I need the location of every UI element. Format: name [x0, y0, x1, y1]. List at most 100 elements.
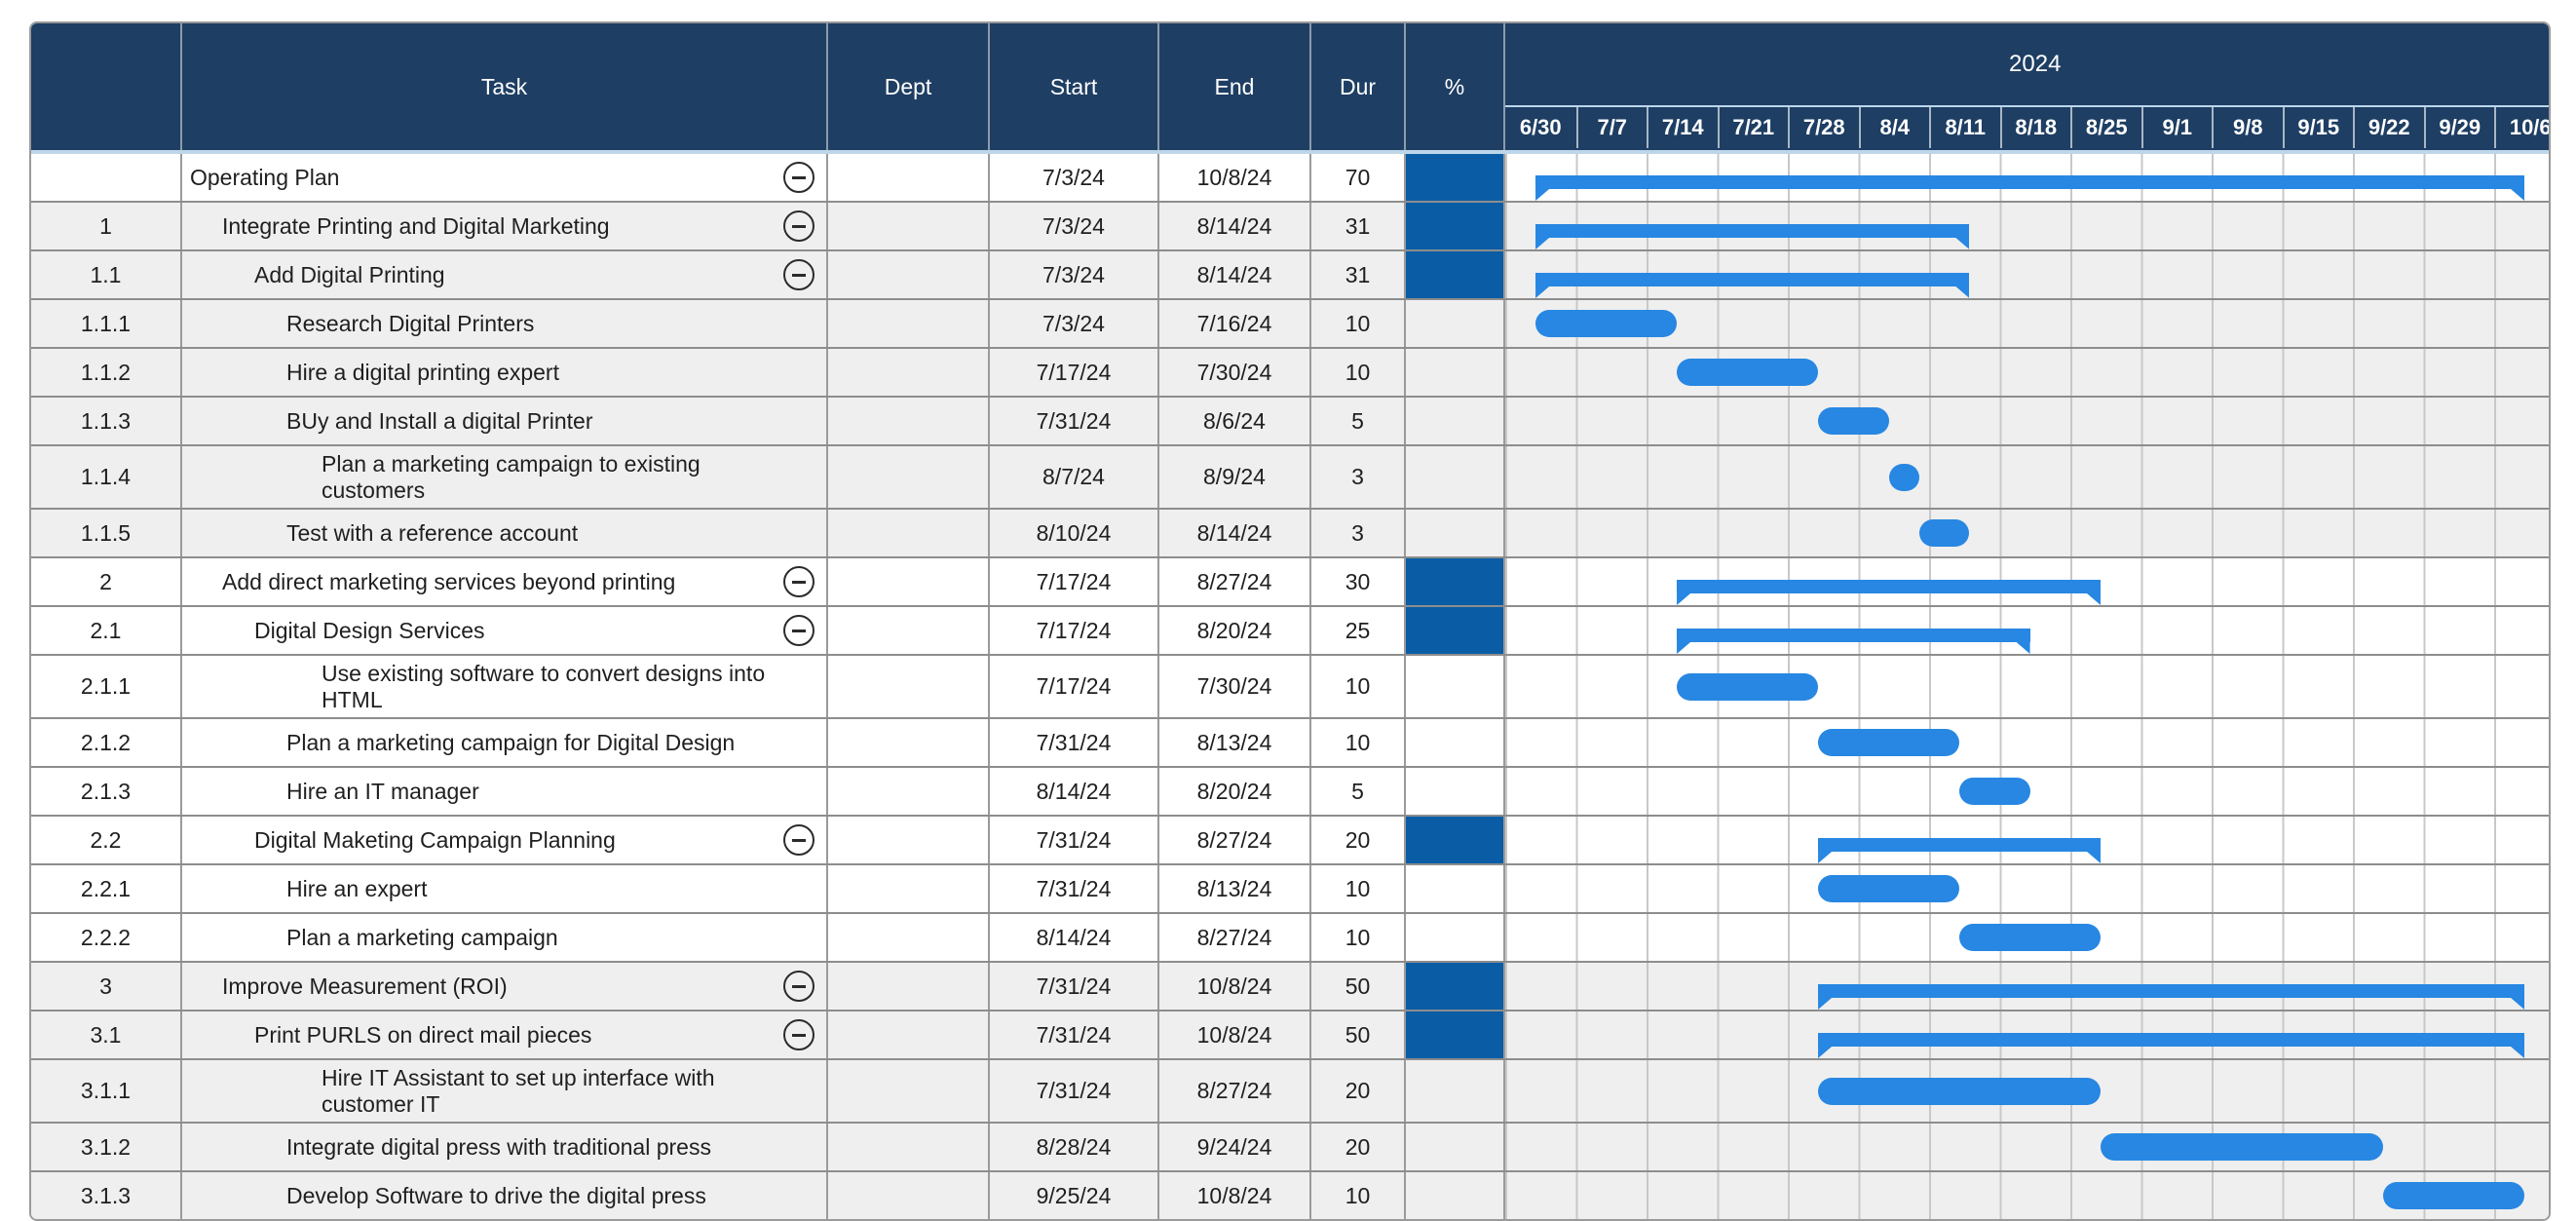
gantt-timeline-cell — [1505, 1011, 2549, 1058]
gantt-task-bar[interactable] — [1818, 875, 1960, 902]
table-row: 1.1.2 Hire a digital printing expert 7/17/… — [31, 347, 2549, 396]
dept-cell — [828, 719, 990, 766]
percent-complete-fill — [1406, 1011, 1503, 1058]
gantt-task-bar[interactable] — [1959, 778, 2030, 805]
collapse-icon[interactable] — [783, 162, 814, 193]
gantt-timeline-cell — [1505, 446, 2549, 508]
collapse-minus-glyph — [792, 984, 806, 988]
column-header-num — [31, 23, 182, 150]
task-name-text: BUy and Install a digital Printer — [286, 407, 593, 434]
gantt-summary-bar[interactable] — [1535, 273, 1970, 298]
duration-cell: 10 — [1311, 1172, 1406, 1219]
gantt-summary-bar[interactable] — [1677, 629, 2030, 654]
table-row: Operating Plan 7/3/24 10/8/24 70 — [31, 154, 2549, 201]
end-date-cell: 7/30/24 — [1159, 349, 1311, 396]
end-date-cell: 8/27/24 — [1159, 1060, 1311, 1122]
gantt-timeline-cell — [1505, 1060, 2549, 1122]
task-name-text: Add Digital Printing — [254, 261, 445, 287]
task-name-cell: Hire a digital printing expert — [182, 349, 828, 396]
dept-cell — [828, 1060, 990, 1122]
gantt-task-bar[interactable] — [1959, 924, 2102, 951]
percent-complete-cell — [1406, 154, 1505, 201]
gantt-summary-bar[interactable] — [1677, 580, 2102, 605]
start-date-cell: 7/3/24 — [990, 300, 1159, 347]
task-number-cell: 1.1.5 — [31, 510, 182, 556]
end-date-cell: 8/20/24 — [1159, 768, 1311, 815]
gantt-task-bar[interactable] — [1818, 1077, 2102, 1105]
end-date-cell: 8/13/24 — [1159, 865, 1311, 912]
end-date-cell: 8/13/24 — [1159, 719, 1311, 766]
column-header-start: Start — [990, 23, 1159, 150]
gantt-task-bar[interactable] — [2383, 1182, 2525, 1209]
task-name-cell: Integrate digital press with traditional… — [182, 1124, 828, 1170]
task-name-text: Improve Measurement (ROI) — [222, 973, 508, 999]
task-name-text: Plan a marketing campaign for Digital De… — [286, 729, 736, 755]
task-name-cell: BUy and Install a digital Printer — [182, 398, 828, 444]
timeline-week-label-7-28: 7/28 — [1788, 107, 1859, 148]
gantt-task-bar[interactable] — [1918, 519, 1970, 547]
dept-cell — [828, 1011, 990, 1058]
collapse-icon[interactable] — [783, 566, 814, 597]
column-header-pct: % — [1406, 23, 1505, 150]
gantt-table: Task Dept Start End Dur % 2024 6/30 7/7 7/… — [29, 21, 2551, 1221]
end-date-cell: 10/8/24 — [1159, 1011, 1311, 1058]
gantt-task-bar[interactable] — [1677, 672, 1819, 701]
task-name-text: Hire IT Assistant to set up interface wi… — [322, 1064, 715, 1117]
start-date-cell: 9/25/24 — [990, 1172, 1159, 1219]
duration-cell: 3 — [1311, 446, 1406, 508]
column-header-end: End — [1159, 23, 1311, 150]
gantt-summary-bar[interactable] — [1818, 984, 2525, 1010]
table-row: 3.1.3 Develop Software to drive the digit… — [31, 1170, 2549, 1219]
timeline-week-label-8-4: 8/4 — [1858, 107, 1930, 148]
timeline-week-label-9-22: 9/22 — [2353, 107, 2424, 148]
table-row: 2.2.2 Plan a marketing campaign 8/14/24 8/2… — [31, 912, 2549, 961]
table-row: 3.1 Print PURLS on direct mail pieces 7/31… — [31, 1010, 2549, 1058]
start-date-cell: 7/17/24 — [990, 558, 1159, 605]
summary-bar-right-hook — [2087, 593, 2102, 605]
collapse-icon[interactable] — [783, 259, 814, 290]
task-name-cell: Hire IT Assistant to set up interface wi… — [182, 1060, 828, 1122]
gantt-timeline-cell — [1505, 656, 2549, 717]
collapse-icon[interactable] — [783, 615, 814, 646]
gantt-task-bar[interactable] — [1818, 729, 1960, 756]
dept-cell — [828, 203, 990, 249]
task-number-cell: 2.2.1 — [31, 865, 182, 912]
gantt-task-bar[interactable] — [1535, 310, 1678, 337]
collapse-icon[interactable] — [783, 1019, 814, 1050]
table-row: 2.2.1 Hire an expert 7/31/24 8/13/24 10 — [31, 863, 2549, 912]
end-date-cell: 8/20/24 — [1159, 607, 1311, 654]
timeline-week-label-8-25: 8/25 — [2070, 107, 2141, 148]
dept-cell — [828, 558, 990, 605]
start-date-cell: 7/31/24 — [990, 1011, 1159, 1058]
collapse-icon[interactable] — [783, 824, 814, 856]
collapse-icon[interactable] — [783, 210, 814, 242]
timeline-week-label-6-30: 6/30 — [1519, 115, 1562, 139]
gantt-summary-bar[interactable] — [1818, 838, 2102, 863]
task-name-cell: Plan a marketing campaign for Digital De… — [182, 719, 828, 766]
gantt-task-bar[interactable] — [1818, 407, 1889, 435]
summary-bar-left-hook — [1818, 1047, 1833, 1058]
start-date-cell: 7/3/24 — [990, 251, 1159, 298]
end-date-cell: 10/8/24 — [1159, 963, 1311, 1010]
gantt-task-bar[interactable] — [2101, 1133, 2384, 1161]
duration-cell: 30 — [1311, 558, 1406, 605]
collapse-icon[interactable] — [783, 971, 814, 1002]
gantt-summary-bar[interactable] — [1535, 175, 2525, 201]
dept-cell — [828, 768, 990, 815]
gantt-task-bar[interactable] — [1677, 359, 1819, 386]
percent-complete-cell — [1406, 446, 1505, 508]
collapse-minus-glyph — [792, 838, 806, 842]
column-header-dept: Dept — [828, 23, 990, 150]
percent-complete-fill — [1406, 963, 1503, 1010]
gantt-timeline-cell — [1505, 719, 2549, 766]
gantt-task-bar[interactable] — [1888, 463, 1919, 491]
summary-bar-left-hook — [1818, 998, 1833, 1010]
summary-bar-left-hook — [1818, 852, 1833, 863]
dept-cell — [828, 1172, 990, 1219]
gantt-summary-bar[interactable] — [1818, 1033, 2525, 1058]
start-date-cell: 8/10/24 — [990, 510, 1159, 556]
percent-complete-cell — [1406, 1011, 1505, 1058]
duration-cell: 31 — [1311, 251, 1406, 298]
gantt-summary-bar[interactable] — [1535, 224, 1970, 249]
start-date-cell: 7/17/24 — [990, 349, 1159, 396]
